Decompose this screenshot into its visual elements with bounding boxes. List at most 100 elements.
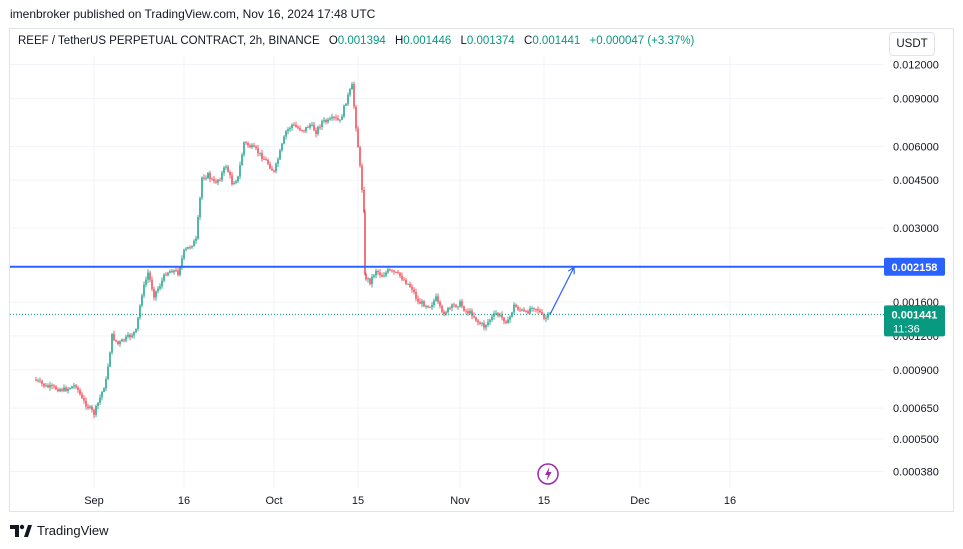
candle-body — [517, 307, 519, 310]
candle-body — [117, 341, 119, 344]
candle-body — [377, 271, 379, 273]
currency-button[interactable]: USDT — [889, 32, 935, 56]
candle-body — [525, 311, 527, 312]
candle-body — [71, 386, 73, 389]
candle-body — [519, 309, 521, 311]
candle-body — [393, 270, 395, 273]
candle-body — [93, 409, 95, 415]
level-price-label: 0.002158 — [892, 262, 938, 274]
candle-body — [435, 296, 437, 301]
candle-body — [295, 124, 297, 127]
tradingview-logo[interactable]: TradingView — [10, 523, 109, 538]
candle-body — [97, 402, 99, 406]
candle-body — [211, 178, 213, 180]
candle-body — [387, 269, 389, 273]
candle-body — [75, 385, 77, 388]
candle-body — [85, 400, 87, 407]
candle-body — [511, 312, 513, 317]
candle-body — [233, 182, 235, 185]
candle-body — [425, 305, 427, 307]
candle-body — [495, 313, 497, 314]
y-tick-label: 0.004500 — [893, 175, 939, 187]
candle-body — [155, 291, 157, 298]
candle-body — [129, 334, 131, 338]
candle-body — [95, 405, 97, 415]
candle-body — [111, 333, 113, 353]
candle-body — [59, 389, 61, 392]
candle-body — [247, 142, 249, 146]
candle-body — [421, 301, 423, 304]
candle-body — [185, 248, 187, 250]
candle-body — [364, 212, 366, 275]
candle-body — [391, 270, 393, 272]
candle-body — [125, 336, 127, 341]
candle-body — [89, 406, 91, 408]
candle-body — [265, 159, 267, 161]
y-tick-label: 0.000900 — [893, 365, 939, 377]
candle-body — [397, 272, 399, 273]
candle-body — [381, 275, 383, 277]
candle-body — [151, 279, 153, 289]
candle-body — [113, 333, 115, 341]
candle-body — [99, 397, 101, 403]
symbol-title: REEF / TetherUS PERPETUAL CONTRACT, 2h, … — [18, 35, 320, 47]
candle-body — [505, 321, 507, 323]
candle-body — [91, 406, 93, 410]
candle-body — [365, 274, 367, 280]
candle-body — [43, 383, 45, 387]
candle-body — [221, 172, 223, 180]
candle-body — [457, 306, 459, 308]
candle-body — [325, 119, 327, 123]
candle-body — [321, 121, 323, 127]
candle-body — [389, 269, 391, 271]
candle-body — [461, 301, 463, 307]
candle-body — [291, 124, 293, 128]
candle-body — [169, 271, 171, 273]
candle-body — [361, 165, 363, 190]
close-value: 0.001441 — [532, 35, 581, 47]
candle-body — [109, 352, 111, 367]
candle-body — [53, 385, 55, 387]
candle-body — [409, 283, 411, 287]
candle-body — [405, 279, 407, 285]
candle-body — [375, 271, 377, 276]
candle-body — [141, 295, 143, 306]
publish-line: imenbroker published on TradingView.com,… — [10, 7, 376, 21]
candle-body — [65, 387, 67, 391]
candle-body — [239, 165, 241, 177]
candle-body — [289, 127, 291, 130]
candle-body — [171, 271, 173, 273]
lightning-icon[interactable] — [537, 463, 559, 485]
change-value: +0.000047 (+3.37%) — [589, 35, 695, 47]
candle-body — [493, 313, 495, 317]
candle-body — [235, 181, 237, 183]
candle-body — [437, 296, 439, 302]
candle-body — [259, 152, 261, 154]
candle-body — [139, 305, 141, 318]
candle-body — [531, 308, 533, 310]
candle-body — [195, 238, 197, 241]
candle-body — [301, 130, 303, 131]
candle-body — [73, 385, 75, 387]
last-price-tag — [884, 305, 945, 337]
candle-body — [175, 270, 177, 272]
candle-body — [413, 289, 415, 293]
candle-body — [241, 154, 243, 166]
candle-body — [355, 106, 357, 129]
candle-body — [427, 305, 429, 308]
candle-body — [163, 274, 165, 281]
projection-arrow — [549, 266, 575, 315]
candle-body — [223, 167, 225, 173]
candle-body — [283, 136, 285, 144]
candle-body — [507, 319, 509, 323]
candle-body — [343, 105, 345, 117]
candle-body — [193, 240, 195, 247]
candle-body — [263, 159, 265, 160]
candle-body — [49, 385, 51, 388]
candle-body — [219, 179, 221, 181]
candle-body — [529, 308, 531, 314]
candle-body — [133, 332, 135, 336]
candle-body — [215, 181, 217, 183]
candle-body — [115, 340, 117, 342]
